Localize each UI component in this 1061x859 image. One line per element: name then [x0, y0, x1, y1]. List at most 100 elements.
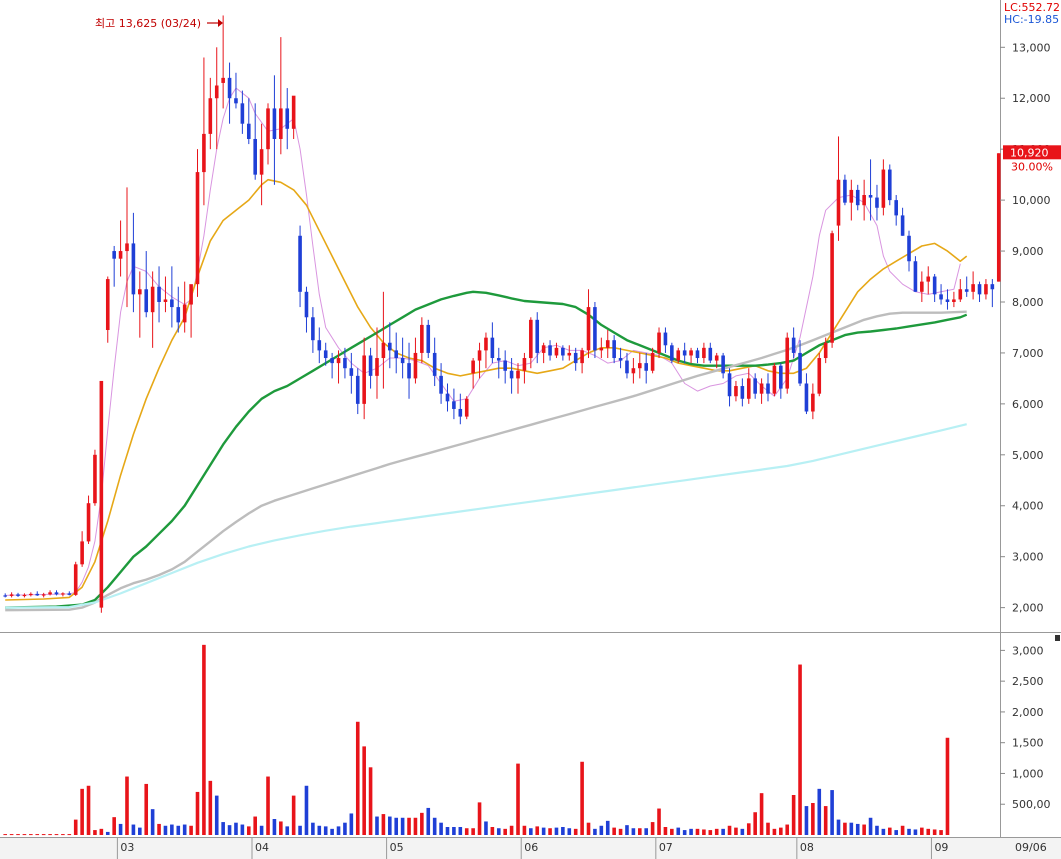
candle-body [144, 289, 149, 313]
volume-bar [945, 737, 950, 835]
candle-body [708, 347, 713, 361]
volume-bar [48, 834, 52, 836]
candle-body [208, 98, 213, 134]
volume-bar [779, 827, 783, 835]
candle-body [631, 368, 636, 374]
candle-body [86, 503, 91, 542]
volume-bar [240, 824, 245, 835]
candle-body [3, 595, 8, 597]
candle-body [561, 347, 565, 356]
volume-bar [105, 831, 110, 835]
candle-body [798, 352, 802, 384]
volume-bar [464, 828, 469, 835]
volume-bar [913, 829, 918, 835]
time-tick-label: 09 [934, 841, 948, 854]
candle-body [836, 179, 841, 226]
candle-body [926, 276, 931, 282]
volume-bar [16, 834, 20, 836]
candle-body [99, 380, 104, 608]
candle-body [977, 284, 982, 295]
volume-bar [811, 803, 815, 835]
volume-bar [785, 824, 790, 835]
volume-bar [150, 809, 155, 835]
candle-body [464, 398, 469, 417]
volume-bar [67, 834, 72, 836]
candle-body [964, 289, 969, 292]
candle-body [670, 345, 674, 361]
volume-bar [131, 824, 136, 835]
candle-body [625, 360, 629, 374]
candle-body [952, 299, 956, 302]
volume-bar [791, 795, 796, 835]
candle-body [221, 77, 225, 83]
volume-bar [605, 820, 610, 835]
price-tick-label: 8,000 [1012, 296, 1044, 309]
hc-indicator: HC:-19.85 [1004, 13, 1059, 26]
volume-bar [843, 822, 847, 835]
candle-body [644, 363, 649, 371]
volume-bar [920, 827, 924, 835]
volume-bar [702, 829, 706, 835]
volume-bar [157, 823, 161, 835]
candle-body [996, 153, 1001, 282]
price-axis-ticks: 13,00012,00011,00010,0009,0008,0007,0006… [1000, 41, 1051, 615]
candle-body [163, 299, 168, 302]
volume-bar [541, 827, 546, 835]
candle-body [855, 189, 860, 206]
volume-bar [99, 828, 104, 835]
volume-bar [272, 819, 277, 835]
candle-body [849, 189, 854, 203]
volume-bar [484, 821, 488, 835]
candle-body [746, 378, 751, 399]
volume-bar [746, 823, 751, 835]
candle-body [650, 352, 655, 371]
candle-body [580, 350, 584, 364]
volume-bar [285, 826, 290, 835]
candle-body [554, 347, 559, 356]
candle-body [9, 594, 14, 596]
candle-body [375, 358, 379, 376]
volume-bar [61, 834, 65, 836]
candle-body [253, 138, 257, 175]
candle-body [279, 108, 283, 139]
volume-scale-handle[interactable] [1055, 635, 1060, 641]
candle-body [900, 215, 905, 236]
volume-bar [625, 825, 629, 835]
candle-body [503, 360, 507, 371]
volume-bar [503, 828, 507, 835]
volume-bar [41, 834, 46, 836]
candle-body [259, 149, 264, 175]
candle-body [54, 592, 59, 595]
volume-bar [86, 785, 91, 835]
candle-body [766, 383, 770, 394]
candle-body [843, 179, 847, 203]
volume-bar [823, 806, 828, 835]
candle-body [246, 123, 251, 139]
volume-bar [631, 828, 636, 835]
candle-body [323, 350, 328, 359]
volume-bar [567, 828, 572, 835]
volume-tick-label: 2,000 [1012, 706, 1044, 719]
candle-body [105, 279, 110, 331]
time-tick-label: 06 [524, 841, 538, 854]
price-tick-label: 10,000 [1012, 194, 1051, 207]
volume-bar [695, 828, 700, 835]
volume-bar [721, 828, 725, 835]
high-price-annotation: 최고 13,625 (03/24) [95, 17, 201, 30]
current-change-percent: 30.00% [1011, 160, 1053, 173]
candle-body [702, 347, 706, 359]
volume-bar [336, 826, 341, 835]
volume-bar [400, 817, 405, 835]
candle-body [41, 594, 46, 596]
volume-bar [926, 828, 931, 835]
volume-tick-label: 500,00 [1012, 798, 1051, 811]
candle-body [637, 363, 642, 369]
volume-bar [176, 825, 181, 835]
volume-bar [875, 825, 879, 835]
volume-bar [849, 822, 854, 835]
candle-body [586, 307, 591, 351]
candle-body [516, 370, 520, 379]
candle-body [657, 332, 661, 353]
volume-bar [381, 814, 386, 835]
